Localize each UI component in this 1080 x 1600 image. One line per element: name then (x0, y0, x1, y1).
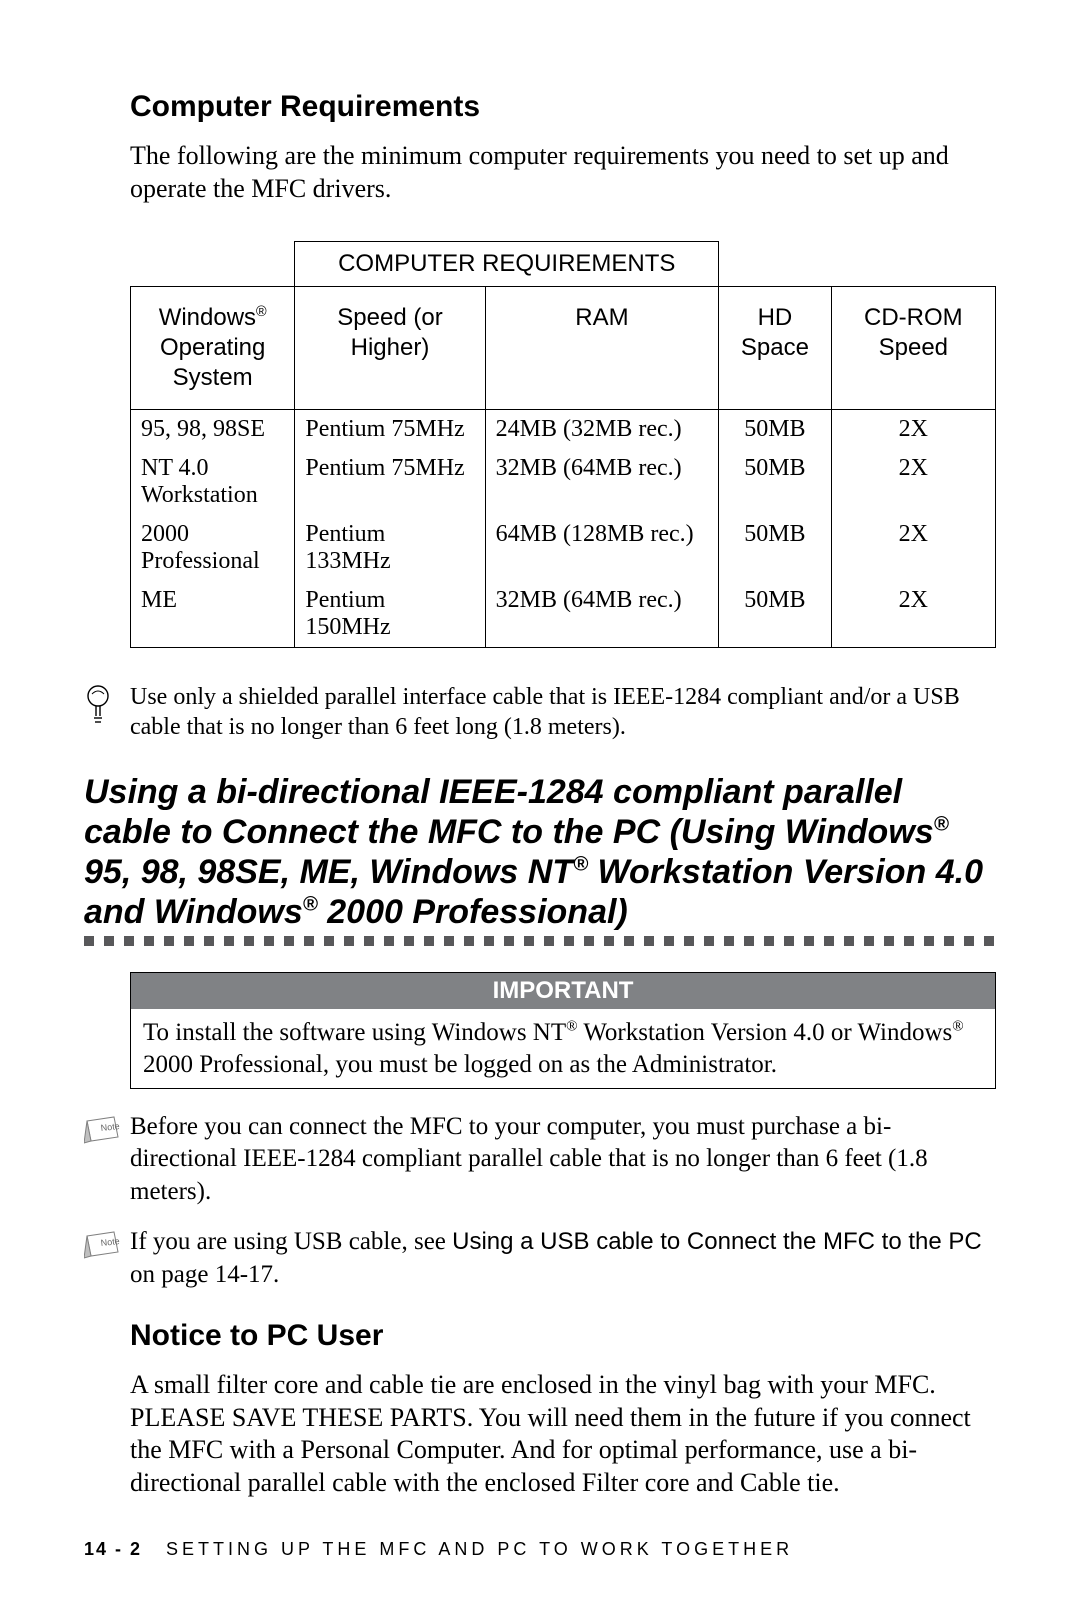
table-blank-tr (719, 242, 996, 287)
dotted-rule (84, 936, 996, 946)
table-blank-tl (131, 242, 295, 287)
heading-computer-requirements: Computer Requirements (130, 90, 996, 124)
table-title: COMPUTER REQUIREMENTS (295, 242, 719, 287)
page-number: 14 - 2 (84, 1539, 142, 1559)
note-icon: Note (84, 1226, 130, 1265)
note-icon: Note (84, 1111, 130, 1150)
col-hd: HD Space (719, 287, 831, 410)
heading-notice: Notice to PC User (130, 1319, 996, 1353)
note-2: Note If you are using USB cable, see Usi… (84, 1226, 996, 1291)
note-2-text: If you are using USB cable, see Using a … (130, 1226, 996, 1291)
notice-body: A small filter core and cable tie are en… (130, 1369, 996, 1499)
lightbulb-tip: Use only a shielded parallel interface c… (84, 682, 996, 742)
requirements-table: COMPUTER REQUIREMENTS Windows® Operating… (130, 241, 996, 648)
section-heading: Using a bi-directional IEEE-1284 complia… (84, 772, 996, 932)
lightbulb-icon (84, 682, 130, 733)
important-label: IMPORTANT (130, 972, 996, 1009)
important-body: To install the software using Windows NT… (130, 1009, 996, 1089)
col-os: Windows® Operating System (131, 287, 295, 410)
footer-title: SETTING UP THE MFC AND PC TO WORK TOGETH… (166, 1539, 793, 1559)
page-footer: 14 - 2 SETTING UP THE MFC AND PC TO WORK … (84, 1539, 996, 1560)
cross-ref-link[interactable]: Using a USB cable to Connect the MFC to … (452, 1228, 982, 1255)
note-1: Note Before you can connect the MFC to y… (84, 1111, 996, 1209)
col-ram: RAM (485, 287, 719, 410)
intro-text: The following are the minimum computer r… (130, 140, 996, 205)
svg-text:Note: Note (100, 1121, 120, 1133)
table-row: NT 4.0 Workstation Pentium 75MHz 32MB (6… (131, 449, 996, 515)
note-1-text: Before you can connect the MFC to your c… (130, 1111, 996, 1209)
table-row: ME Pentium 150MHz 32MB (64MB rec.) 50MB … (131, 581, 996, 648)
col-cd: CD-ROM Speed (831, 287, 995, 410)
svg-text:Note: Note (100, 1236, 120, 1248)
important-box: IMPORTANT To install the software using … (130, 972, 996, 1089)
table-body: 95, 98, 98SE Pentium 75MHz 24MB (32MB re… (131, 410, 996, 648)
table-row: 2000 Professional Pentium 133MHz 64MB (1… (131, 515, 996, 581)
tip-text: Use only a shielded parallel interface c… (130, 682, 996, 742)
table-row: 95, 98, 98SE Pentium 75MHz 24MB (32MB re… (131, 410, 996, 450)
col-speed: Speed (or Higher) (295, 287, 485, 410)
